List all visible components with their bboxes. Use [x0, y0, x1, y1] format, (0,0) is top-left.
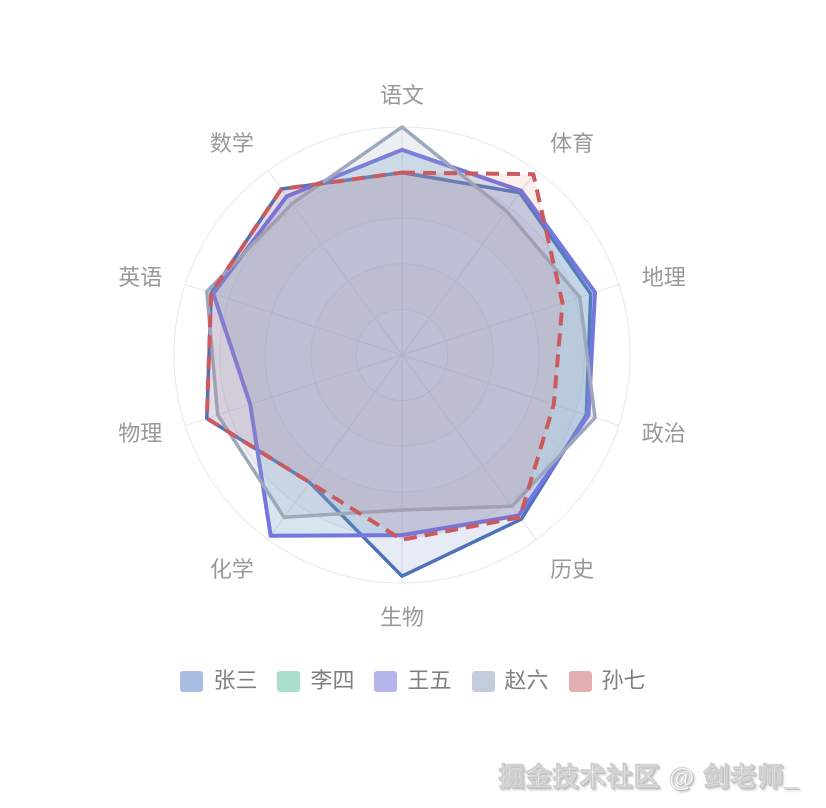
axis-label: 物理 — [118, 421, 162, 446]
legend-item-1[interactable]: 李四 — [277, 670, 354, 692]
axis-spoke — [185, 354, 403, 426]
axis-spoke — [401, 170, 537, 356]
axis-spoke — [185, 284, 403, 356]
axis-spoke — [401, 354, 537, 540]
legend: 张三 李四 王五 赵六 孙七 — [0, 670, 826, 692]
axis-label: 语文 — [380, 83, 424, 108]
series-polygon-0 — [205, 170, 593, 578]
series-polygon-3 — [205, 125, 597, 520]
axis-label: 体育 — [550, 131, 594, 156]
axis-spoke — [401, 284, 619, 356]
legend-swatch — [374, 670, 398, 692]
axis-spoke — [267, 170, 403, 356]
legend-swatch — [180, 670, 204, 692]
legend-swatch — [568, 670, 592, 692]
legend-label: 李四 — [310, 668, 355, 693]
legend-label: 赵六 — [504, 668, 549, 693]
legend-label: 孙七 — [601, 668, 646, 693]
legend-swatch — [471, 670, 495, 692]
legend-item-3[interactable]: 赵六 — [471, 668, 549, 693]
legend-item-0[interactable]: 张三 — [180, 670, 257, 692]
axis-label: 英语 — [118, 265, 162, 290]
axis-label: 化学 — [210, 557, 254, 582]
watermark: 掘金技术社区 @ 剑老师_ — [498, 762, 800, 793]
legend-label: 王五 — [407, 668, 452, 693]
legend-swatch — [277, 670, 301, 692]
axis-label: 生物 — [380, 605, 424, 630]
axis-label: 地理 — [642, 265, 686, 290]
axis-label: 历史 — [550, 557, 594, 582]
axis-label: 数学 — [210, 131, 254, 156]
legend-item-4[interactable]: 孙七 — [568, 668, 646, 693]
axis-spoke — [267, 354, 403, 540]
series-polygon-4 — [204, 170, 565, 542]
axis-spoke — [401, 354, 619, 426]
legend-label: 张三 — [213, 668, 258, 693]
axis-label: 政治 — [642, 421, 686, 446]
legend-item-2[interactable]: 王五 — [374, 668, 452, 693]
